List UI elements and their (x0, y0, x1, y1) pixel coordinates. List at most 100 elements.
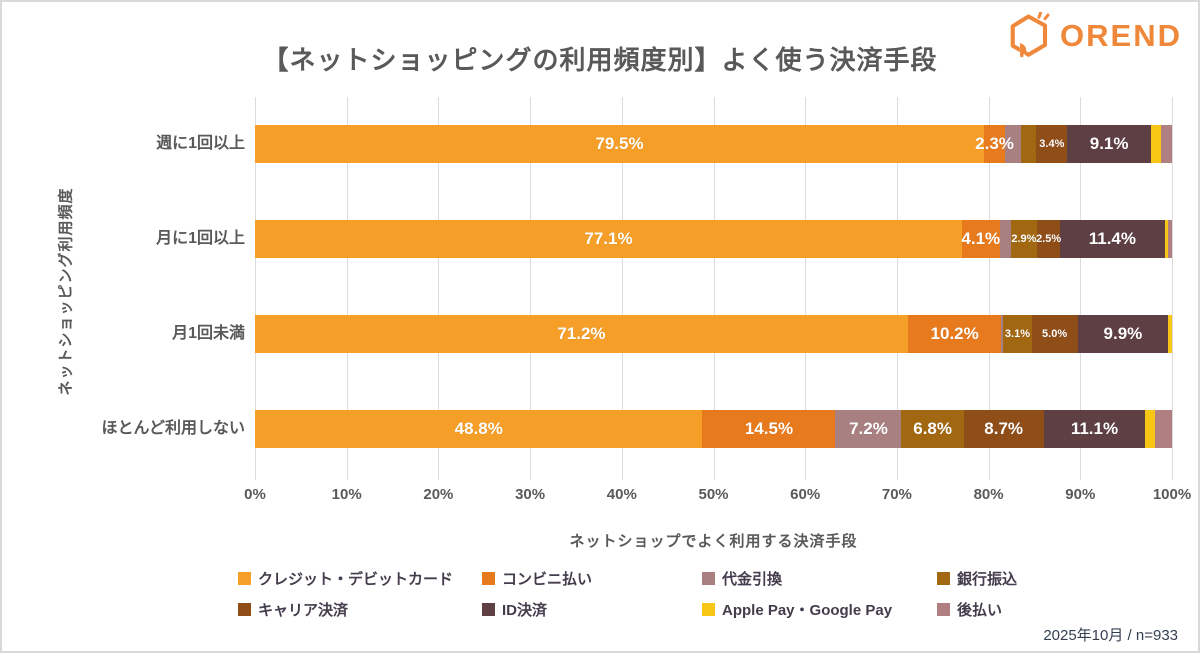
x-tick-0%: 0% (244, 486, 266, 503)
bar-segment (1155, 410, 1172, 448)
gridline-50% (713, 97, 715, 480)
legend-swatch-icon (482, 603, 495, 616)
bar-value-label: 3.1% (1004, 328, 1030, 340)
bar-value-label: 2.5% (1036, 233, 1062, 245)
stacked-bar-3: 48.8% 14.5% 7.2% 6.8% 8.7% 11.1% (255, 410, 1172, 448)
brand-logo: OREND (1006, 12, 1182, 60)
bar-value-label: 11.4% (1088, 229, 1136, 248)
x-tick-90%: 90% (1065, 486, 1096, 503)
gridline-70% (896, 97, 898, 480)
bar-segment: 14.5% (702, 410, 836, 448)
bar-value-label: 4.1% (961, 229, 1001, 248)
bar-segment (1168, 220, 1172, 258)
bar-value-label: 3.4% (1039, 138, 1065, 150)
gridline-10% (346, 97, 348, 480)
legend-swatch-icon (238, 572, 251, 585)
bar-segment: 6.8% (901, 410, 964, 448)
x-tick-50%: 50% (698, 486, 729, 503)
bar-value-label: 6.8% (913, 419, 952, 438)
bar-segment (1160, 125, 1172, 163)
legend-swatch-icon (937, 603, 950, 616)
gridline-100% (1172, 97, 1173, 480)
bar-segment (999, 220, 1011, 258)
y-axis-label: ネットショッピング利用頻度 (57, 187, 75, 396)
bar-segment: 48.8% (255, 410, 703, 448)
gridline-80% (988, 97, 990, 480)
bar-segment (1001, 315, 1004, 353)
x-tick-100%: 100% (1152, 486, 1192, 503)
x-tick-40%: 40% (606, 486, 637, 503)
x-tick-80%: 80% (973, 486, 1004, 503)
bar-segment: 5.0% (1031, 315, 1078, 353)
plot-area: 79.5% 2.3% 3.4% 9.1% 77.1% 4.1% 2.9% 2.5% 11.4% 7… (255, 97, 1173, 480)
bar-segment: 2.5% (1036, 220, 1062, 258)
x-tick-30%: 30% (515, 486, 546, 503)
bar-segment: 2.3% (975, 125, 1014, 163)
bar-value-label: 48.8% (454, 419, 503, 438)
chart-title: 【ネットショッピングの利用頻度別】よく使う決済手段 (262, 45, 938, 75)
bar-segment (1005, 125, 1021, 163)
bar-value-label: 10.2% (930, 324, 979, 343)
legend-swatch-icon (482, 572, 495, 585)
bar-value-label: 11.1% (1070, 419, 1119, 438)
bar-segment (1145, 410, 1156, 448)
bar-value-label: 9.9% (1103, 324, 1143, 343)
gridline-30% (530, 97, 532, 480)
bar-segment: 8.7% (963, 410, 1044, 448)
bar-value-label: 2.3% (975, 134, 1014, 153)
legend-item: 銀行振込 (937, 568, 1017, 589)
legend-item: 後払い (937, 599, 1002, 620)
category-label-2: 月1回未満 (172, 325, 245, 342)
legend-swatch-icon (702, 603, 715, 616)
legend-item: コンビニ払い (482, 568, 592, 589)
legend-label: Apple Pay・Google Pay (722, 602, 893, 619)
legend-item: Apple Pay・Google Pay (702, 599, 892, 620)
bar-segment (1168, 315, 1172, 353)
gridline-60% (805, 97, 807, 480)
stacked-bar-1: 77.1% 4.1% 2.9% 2.5% 11.4% (255, 220, 1172, 258)
category-label-3: ほとんど利用しない (101, 420, 245, 437)
legend-item: キャリア決済 (238, 599, 348, 620)
stacked-bar-2: 71.2% 10.2% 3.1% 5.0% 9.9% (255, 315, 1172, 353)
bar-value-label: 7.2% (849, 419, 888, 438)
legend-item: ID決済 (482, 599, 547, 620)
stacked-bar-0: 79.5% 2.3% 3.4% 9.1% (255, 125, 1172, 163)
bar-segment: 7.2% (835, 410, 902, 448)
gridline-20% (438, 97, 440, 480)
bar-segment: 2.9% (1010, 220, 1038, 258)
legend-label: クレジット・デビットカード (258, 571, 454, 588)
legend-label: キャリア決済 (258, 602, 349, 619)
legend-label: ID決済 (502, 602, 548, 619)
bar-segment: 77.1% (255, 220, 962, 258)
legend-swatch-icon (937, 572, 950, 585)
category-label-0: 週に1回以上 (156, 135, 245, 152)
legend-item: 代金引換 (702, 568, 782, 589)
legend-label: 銀行振込 (957, 571, 1018, 588)
bar-segment (1020, 125, 1037, 163)
bar-value-label: 2.9% (1011, 233, 1037, 245)
x-tick-20%: 20% (423, 486, 454, 503)
orend-hexagon-icon (1010, 12, 1050, 58)
legend-label: 代金引換 (722, 571, 783, 588)
bar-segment: 3.1% (1003, 315, 1032, 353)
x-tick-70%: 70% (881, 486, 912, 503)
bar-segment (1150, 125, 1161, 163)
bar-value-label: 5.0% (1042, 328, 1068, 340)
legend-item: クレジット・デビットカード (238, 568, 453, 589)
bar-segment: 71.2% (255, 315, 908, 353)
x-axis-label: ネットショップでよく利用する決済手段 (569, 533, 858, 550)
bar-segment: 9.9% (1077, 315, 1169, 353)
gridline-90% (1080, 97, 1082, 480)
bar-value-label: 79.5% (595, 134, 644, 153)
bar-value-label: 8.7% (984, 419, 1024, 438)
bar-segment: 11.4% (1060, 220, 1165, 258)
bar-value-label: 77.1% (584, 229, 633, 248)
source-note: 2025年10月 / n=933 (1043, 627, 1178, 644)
x-tick-10%: 10% (331, 486, 362, 503)
bar-value-label: 9.1% (1089, 134, 1129, 153)
legend-label: 後払い (957, 602, 1003, 619)
x-tick-60%: 60% (790, 486, 821, 503)
category-label-1: 月に1回以上 (156, 230, 245, 247)
bar-segment: 4.1% (961, 220, 1001, 258)
